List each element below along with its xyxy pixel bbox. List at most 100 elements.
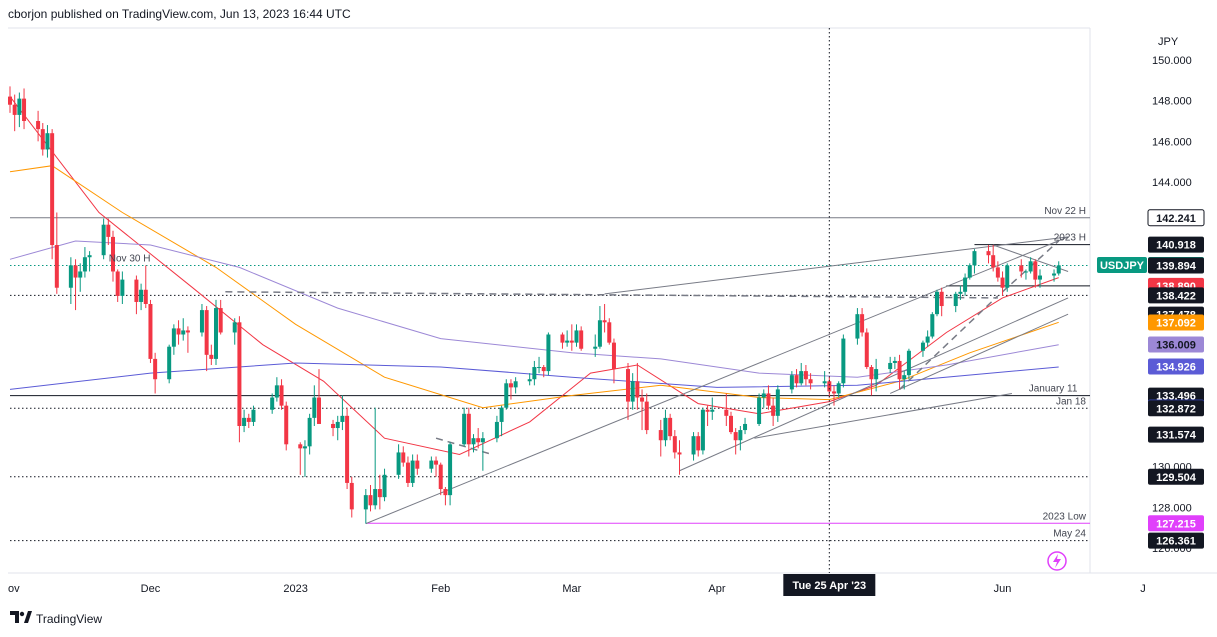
price-tag[interactable]: 139.894 bbox=[1148, 257, 1204, 274]
candle-body bbox=[73, 265, 78, 278]
candle bbox=[120, 271, 125, 304]
price-tag-label: 133.496 bbox=[1156, 391, 1196, 403]
price-tag-label: 134.926 bbox=[1156, 362, 1196, 374]
candle bbox=[1028, 257, 1033, 274]
candle-body bbox=[181, 330, 186, 335]
price-axis[interactable]: JPY 150.000 148.000 146.000 144.000 128.000 13… bbox=[1097, 36, 1205, 555]
price-tag-label: 126.361 bbox=[1156, 536, 1196, 548]
candle bbox=[953, 291, 958, 313]
candle bbox=[499, 405, 504, 437]
candle bbox=[527, 373, 532, 386]
time-tick-label: J bbox=[1140, 583, 1146, 595]
price-tag[interactable]: 137.092 bbox=[1148, 314, 1204, 331]
candle bbox=[888, 356, 893, 374]
chart-frame bbox=[8, 27, 1217, 574]
candle-body bbox=[396, 452, 401, 475]
candle bbox=[242, 409, 247, 433]
candle-body bbox=[476, 438, 481, 443]
time-axis[interactable]: ov Dec 2023 Feb Mar Apr Jun J bbox=[8, 583, 1146, 595]
candle-body bbox=[743, 423, 748, 431]
trendline bbox=[899, 295, 999, 390]
candle-body bbox=[504, 383, 509, 408]
candle-body bbox=[101, 224, 106, 256]
candle-body bbox=[939, 291, 944, 307]
candle-body bbox=[434, 460, 439, 465]
candle bbox=[279, 379, 284, 410]
tradingview-brand[interactable]: TradingView bbox=[10, 611, 102, 626]
candle-body bbox=[963, 277, 968, 292]
candle bbox=[363, 489, 368, 524]
candle bbox=[87, 251, 92, 272]
candle-body bbox=[738, 430, 743, 441]
price-tag-bg bbox=[1148, 358, 1204, 375]
candle bbox=[382, 468, 387, 502]
candle bbox=[794, 369, 799, 388]
candle bbox=[832, 385, 836, 406]
candle-body bbox=[925, 336, 930, 343]
price-tag[interactable]: 133.496 bbox=[1148, 387, 1204, 404]
candle-body bbox=[218, 308, 223, 333]
candle-body bbox=[836, 383, 841, 394]
candle bbox=[724, 393, 729, 426]
price-tag[interactable]: 127.215 bbox=[1148, 515, 1204, 532]
candle-body bbox=[111, 236, 115, 272]
price-tag[interactable]: 126.361 bbox=[1148, 532, 1204, 549]
candle bbox=[761, 389, 766, 408]
candle-body bbox=[143, 289, 148, 304]
candle bbox=[757, 393, 762, 426]
candle bbox=[312, 385, 317, 426]
price-tick-label: 146.000 bbox=[1152, 136, 1192, 148]
candle-body bbox=[761, 393, 766, 398]
candle bbox=[860, 308, 865, 337]
level-annotation: 2023 H bbox=[1054, 233, 1086, 244]
candle-body bbox=[729, 415, 733, 433]
candle bbox=[513, 377, 518, 394]
candle bbox=[167, 344, 172, 384]
price-tag[interactable]: 134.926 bbox=[1148, 358, 1204, 375]
candle-body bbox=[527, 379, 532, 382]
candle bbox=[775, 385, 780, 422]
price-tag[interactable]: 138.422 bbox=[1148, 287, 1204, 304]
price-tag[interactable]: 129.504 bbox=[1148, 468, 1204, 485]
candle-body bbox=[209, 354, 214, 359]
price-tag[interactable]: 132.872 bbox=[1148, 400, 1204, 417]
price-tag-bg bbox=[1148, 515, 1204, 532]
candle-body bbox=[869, 367, 874, 380]
price-tag-bg bbox=[1148, 336, 1204, 353]
candle-body bbox=[443, 489, 448, 496]
candle bbox=[148, 299, 153, 363]
candle-body bbox=[373, 489, 378, 506]
candle bbox=[1000, 271, 1005, 296]
candle-body bbox=[508, 383, 513, 388]
price-tag[interactable]: 131.574 bbox=[1148, 426, 1204, 443]
price-tag-label: 138.422 bbox=[1156, 290, 1196, 302]
candle-body bbox=[906, 350, 911, 376]
candle bbox=[897, 354, 902, 390]
candle-body bbox=[68, 265, 73, 288]
candle bbox=[317, 369, 321, 424]
price-tag[interactable]: 136.009 bbox=[1148, 336, 1204, 353]
candle bbox=[569, 324, 574, 351]
candle bbox=[822, 371, 827, 388]
candle bbox=[251, 405, 256, 426]
candle bbox=[958, 285, 963, 300]
price-tag-label: 136.009 bbox=[1156, 339, 1196, 351]
candle bbox=[434, 456, 439, 477]
candle-body bbox=[307, 417, 312, 447]
candle-body bbox=[668, 417, 673, 437]
candle-body bbox=[696, 436, 701, 451]
candle bbox=[340, 395, 345, 431]
candle-body bbox=[757, 397, 762, 424]
candle-body bbox=[462, 413, 467, 445]
candle-body bbox=[513, 381, 518, 388]
lightning-icon[interactable] bbox=[1047, 551, 1067, 571]
price-tag[interactable]: 140.918 bbox=[1148, 236, 1204, 253]
candle bbox=[36, 110, 41, 142]
candle-body bbox=[644, 401, 649, 431]
candle-body bbox=[1056, 265, 1061, 274]
candle-body bbox=[466, 413, 471, 445]
candle-body bbox=[368, 495, 373, 506]
price-tag[interactable]: 142.241 bbox=[1147, 209, 1205, 227]
